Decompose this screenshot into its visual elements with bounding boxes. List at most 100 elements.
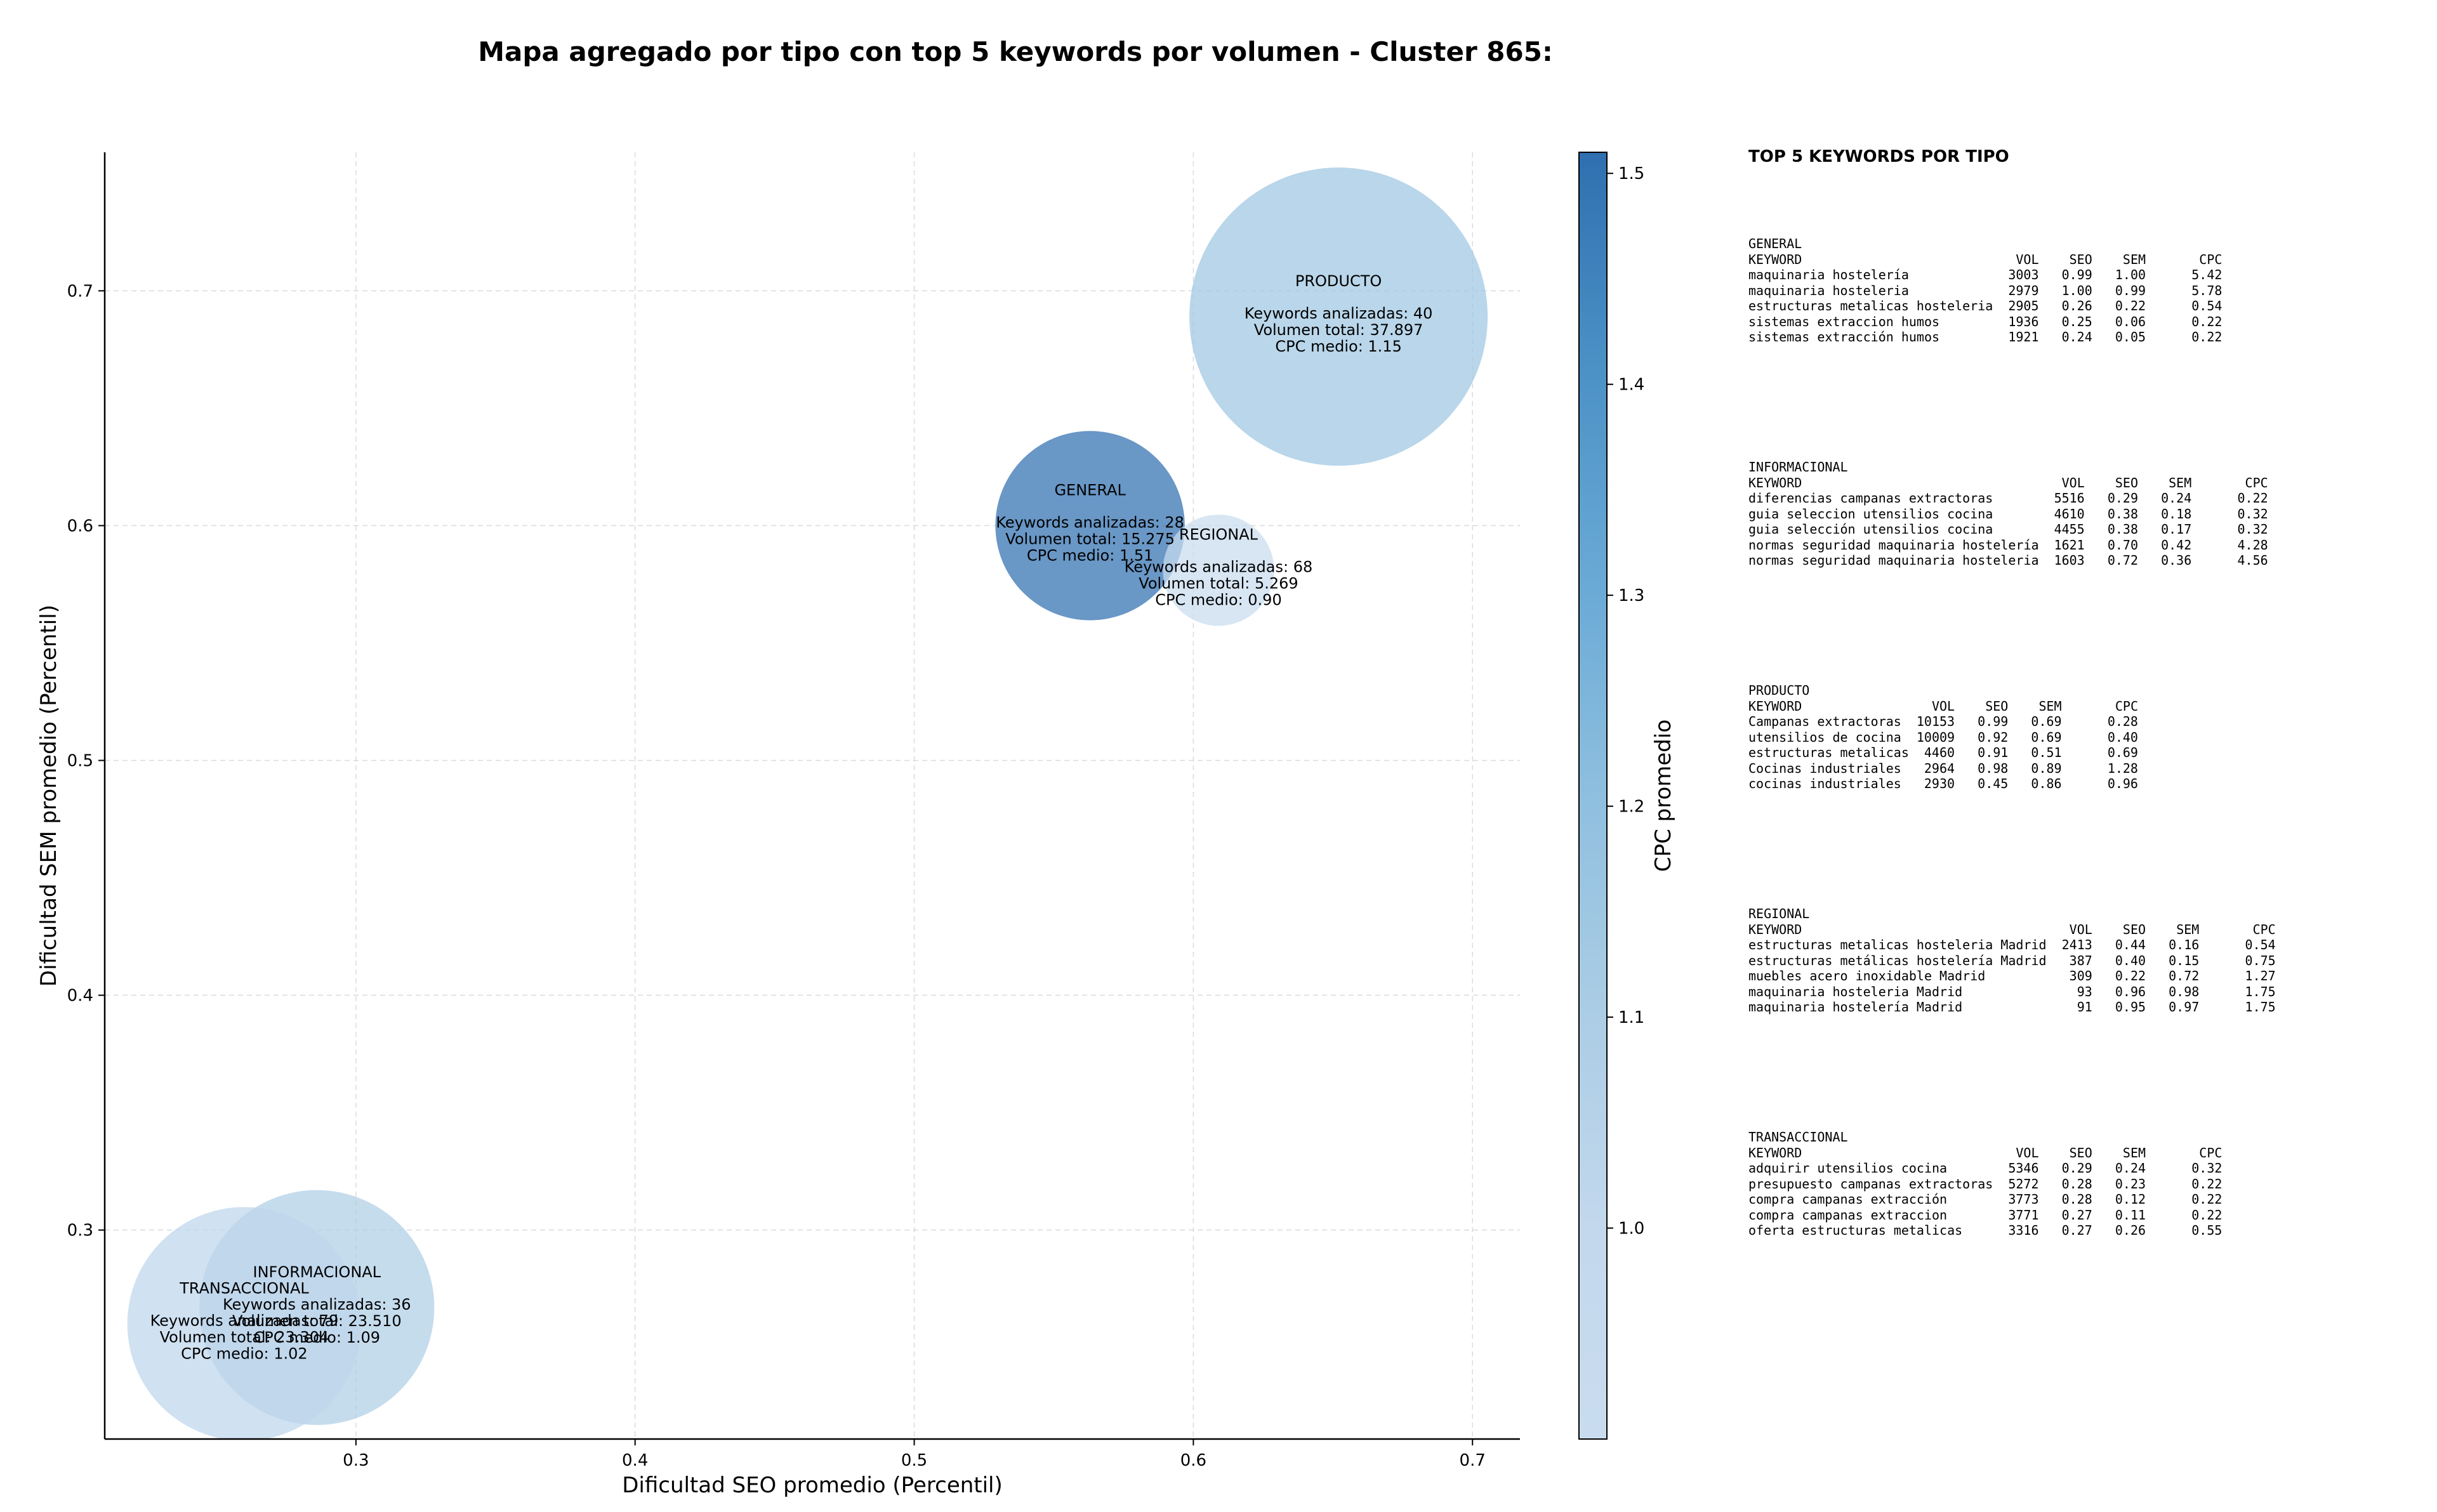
bubble-stat: CPC medio: 1.15 [1275, 338, 1402, 355]
keyword-seo: 0.44 [2115, 937, 2146, 952]
keyword-sem: 0.86 [2031, 776, 2062, 791]
keyword-sem: 0.51 [2031, 745, 2062, 760]
keyword-seo: 0.38 [2107, 506, 2138, 522]
bubble-stat: Volumen total: 15.275 [1005, 530, 1175, 548]
keyword-sem: 0.24 [2161, 490, 2192, 506]
keyword-row: guia selección utensilios cocina 4455 0.38… [1748, 522, 2421, 537]
keyword-vol: 4460 [1924, 745, 1955, 760]
bubble-name: TRANSACCIONAL [179, 1280, 309, 1298]
group-header-row: KEYWORD VOL SEO SEM CPC [1748, 699, 2421, 714]
header-vol: VOL [2061, 475, 2085, 490]
keyword-name: compra campanas extraccion [1748, 1207, 1948, 1223]
header-sem: SEM [2038, 698, 2062, 714]
panel-title: TOP 5 KEYWORDS POR TIPO [1748, 147, 2009, 166]
colorbar-label: CPC promedio [1651, 720, 1676, 872]
keyword-row: oferta estructuras metalicas 3316 0.27 0.26… [1748, 1223, 2421, 1239]
keyword-seo: 0.28 [2061, 1192, 2092, 1207]
keyword-name: muebles acero inoxidable Madrid [1748, 968, 1986, 983]
keyword-cpc: 0.69 [2107, 745, 2138, 760]
header-cpc: CPC [2199, 251, 2222, 267]
keyword-row: compra campanas extraccion 3771 0.27 0.11 0.… [1748, 1207, 2421, 1223]
keyword-name: estructuras metálicas hostelería Madrid [1748, 952, 2047, 968]
keyword-row: diferencias campanas extractoras 5516 0.29… [1748, 490, 2421, 506]
keyword-seo: 0.38 [2107, 522, 2138, 537]
keyword-seo: 0.40 [2115, 952, 2146, 968]
x-tick-label: 0.6 [1180, 1451, 1206, 1470]
keyword-cpc: 0.22 [2191, 1176, 2222, 1192]
bubbles [127, 168, 1488, 1439]
keyword-name: utensilios de cocina [1748, 729, 1901, 745]
group-header-row: KEYWORD VOL SEO SEM CPC [1748, 1145, 2421, 1161]
keyword-row: normas seguridad maquinaria hostelería 16… [1748, 537, 2421, 553]
colorbar-tick-label: 1.3 [1618, 586, 1644, 605]
keyword-sem: 0.26 [2115, 1223, 2146, 1238]
header-vol: VOL [2016, 251, 2039, 267]
header-cpc: CPC [2252, 921, 2276, 937]
keyword-vol: 387 [2069, 952, 2092, 968]
header-sem: SEM [2122, 251, 2146, 267]
keyword-row: estructuras metálicas hostelería Madrid 3… [1748, 953, 2421, 969]
bubble-stat: Volumen total: 5.269 [1139, 575, 1298, 593]
colorbar-tick-label: 1.4 [1618, 376, 1644, 395]
keyword-cpc: 0.22 [2191, 1192, 2222, 1207]
keyword-seo: 0.27 [2061, 1223, 2092, 1238]
keyword-cpc: 1.28 [2107, 760, 2138, 776]
y-tick-label: 0.3 [67, 1221, 93, 1240]
keyword-row: Campanas extractoras 10153 0.99 0.69 0.28 [1748, 714, 2421, 730]
keyword-name: sistemas extraccion humos [1748, 313, 1940, 329]
keyword-name: estructuras metalicas hosteleria [1748, 298, 1993, 313]
bubble-chart: Mapa agregado por tipo con top 5 keyword… [36, 36, 1676, 1498]
keyword-cpc: 0.22 [2191, 1207, 2222, 1223]
group-title: TRANSACCIONAL [1748, 1129, 1848, 1145]
keyword-cpc: 0.32 [2191, 1160, 2222, 1176]
group-title: PRODUCTO [1748, 683, 1810, 698]
keyword-sem: 0.06 [2115, 313, 2146, 329]
keyword-group-producto: PRODUCTO KEYWORD VOL SEO SEM CPC Campanas extr… [1748, 683, 2421, 906]
keyword-seo: 0.22 [2115, 968, 2146, 983]
header-keyword: KEYWORD [1748, 921, 1802, 937]
keyword-name: compra campanas extracción [1748, 1192, 1948, 1207]
header-seo: SEO [1985, 698, 2009, 714]
keyword-vol: 2413 [2061, 937, 2092, 952]
keyword-name: maquinaria hosteleria Madrid [1748, 983, 1963, 999]
y-axis-label: Dificultad SEM promedio (Percentil) [36, 605, 62, 987]
keyword-sem: 0.99 [2115, 282, 2146, 298]
keyword-name: guia seleccion utensilios cocina [1748, 506, 1993, 522]
keyword-seo: 0.98 [1978, 760, 2009, 776]
keyword-vol: 2905 [2008, 298, 2039, 313]
header-cpc: CPC [2245, 475, 2268, 490]
bubble-stat: Keywords analizadas: 40 [1245, 305, 1433, 322]
keyword-name: diferencias campanas extractoras [1748, 490, 1993, 506]
keyword-cpc: 0.32 [2237, 506, 2268, 522]
bubble-stat: CPC medio: 1.02 [181, 1345, 308, 1363]
keyword-cpc: 0.22 [2191, 313, 2222, 329]
header-seo: SEO [2069, 251, 2092, 267]
keyword-row: estructuras metalicas 4460 0.91 0.51 0.69 [1748, 745, 2421, 761]
keyword-name: sistemas extracción humos [1748, 329, 1940, 345]
y-tick-label: 0.5 [67, 751, 93, 770]
keyword-vol: 10009 [1916, 729, 1955, 745]
keyword-name: cocinas industriales [1748, 776, 1901, 791]
keyword-row: sistemas extracción humos 1921 0.24 0.05 0.2… [1748, 329, 2421, 345]
keyword-row: estructuras metalicas hosteleria 2905 0.26… [1748, 298, 2421, 314]
group-header-row: KEYWORD VOL SEO SEM CPC [1748, 475, 2421, 491]
keyword-sem: 0.22 [2115, 298, 2146, 313]
bubble-stat: Keywords analizadas: 68 [1125, 558, 1313, 576]
keyword-sem: 0.69 [2031, 729, 2062, 745]
keyword-vol: 2930 [1924, 776, 1955, 791]
keyword-seo: 0.95 [2115, 999, 2146, 1015]
keyword-vol: 3771 [2008, 1207, 2039, 1223]
keyword-name: normas seguridad maquinaria hosteleria [1748, 553, 2039, 568]
keyword-cpc: 0.40 [2107, 729, 2138, 745]
keyword-vol: 1621 [2054, 537, 2085, 553]
colorbar-tick-label: 1.2 [1618, 798, 1644, 817]
keyword-name: normas seguridad maquinaria hostelería [1748, 537, 2039, 553]
keyword-name: guia selección utensilios cocina [1748, 522, 1993, 537]
keyword-name: oferta estructuras metalicas [1748, 1223, 1963, 1238]
bubble-stat: CPC medio: 1.51 [1027, 546, 1154, 564]
keyword-seo: 0.99 [1978, 714, 2009, 729]
y-tick-label: 0.7 [67, 282, 93, 301]
keyword-group-regional: REGIONAL KEYWORD VOL SEO SEM CPC estructuras m… [1748, 906, 2421, 1129]
group-header-row: KEYWORD VOL SEO SEM CPC [1748, 922, 2421, 938]
